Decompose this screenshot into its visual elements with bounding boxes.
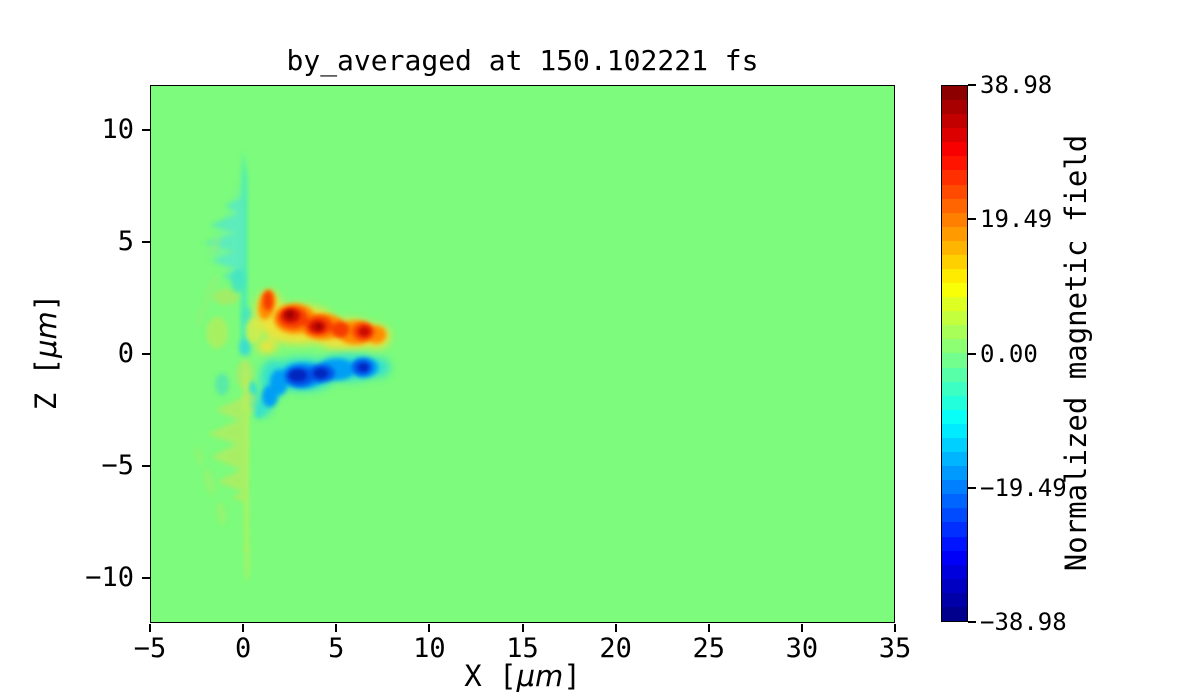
colorbar-band	[942, 170, 967, 185]
x-tick-label: 5	[328, 633, 345, 664]
colorbar-tick-label: −38.98	[980, 608, 1067, 636]
x-tick-mark	[242, 624, 245, 632]
colorbar-tick-label: 19.49	[980, 205, 1053, 234]
colorbar-band	[942, 198, 967, 213]
colorbar-band	[942, 437, 967, 453]
colorbar-band	[942, 283, 967, 298]
x-tick-label: 15	[506, 633, 539, 664]
x-tick-mark	[707, 624, 710, 632]
colorbar-band	[942, 325, 967, 340]
heatmap-svg	[194, 151, 391, 582]
x-tick-mark	[894, 624, 896, 632]
colorbar-band	[942, 212, 967, 227]
z-tick-mark	[142, 465, 150, 468]
colorbar-tick-mark	[968, 218, 976, 221]
x-tick-mark	[335, 624, 338, 632]
colorbar-band	[942, 128, 967, 143]
colorbar-band	[942, 254, 967, 270]
colorbar-tick-mark	[968, 621, 976, 623]
colorbar-band	[942, 184, 967, 199]
colorbar-band	[942, 240, 967, 255]
colorbar-label: Normalized magnetic field	[1059, 134, 1093, 572]
colorbar-band	[942, 339, 967, 354]
z-tick-label: −10	[85, 562, 134, 594]
plot-area	[150, 85, 895, 623]
colorbar-band	[942, 367, 967, 382]
x-axis-unit: μm	[516, 659, 564, 693]
colorbar-band	[942, 564, 967, 579]
colorbar-band	[942, 480, 967, 495]
colorbar-band	[942, 142, 967, 157]
colorbar-band	[942, 606, 967, 621]
colorbar-band	[942, 353, 967, 368]
x-tick-label: 20	[599, 633, 632, 664]
x-tick-label: −5	[133, 633, 167, 664]
colorbar-tick-mark	[968, 486, 976, 489]
z-tick-mark	[142, 353, 150, 355]
colorbar-band	[942, 494, 967, 509]
positive-lobe-shapes	[254, 290, 391, 354]
colorbar-tick-mark	[968, 352, 976, 355]
x-tick-label: 35	[878, 633, 912, 664]
colorbar-band	[942, 508, 967, 523]
colorbar-tick-label: −19.49	[980, 473, 1067, 502]
colorbar-band	[942, 592, 967, 607]
x-tick-mark	[800, 624, 803, 632]
x-tick-label: 10	[413, 633, 446, 664]
colorbar-band	[942, 100, 967, 115]
colorbar-band	[942, 226, 967, 241]
colorbar-tick-label: 0.00	[980, 339, 1038, 368]
colorbar-band	[942, 536, 967, 551]
colorbar-band	[942, 381, 967, 396]
z-tick-label: 10	[101, 113, 134, 145]
x-tick-label: 0	[234, 633, 252, 664]
x-tick-mark	[149, 624, 151, 632]
negative-lobe-shapes	[254, 353, 391, 417]
x-tick-label: 30	[785, 633, 819, 664]
colorbar-band	[942, 297, 967, 312]
colorbar-band	[942, 522, 967, 537]
colorbar	[941, 85, 968, 622]
colorbar-band	[942, 423, 967, 438]
z-tick-label: 0	[117, 338, 134, 369]
colorbar-tick-label: 38.98	[980, 71, 1053, 99]
colorbar-band	[942, 395, 967, 410]
colorbar-band	[942, 86, 967, 101]
x-tick-mark	[521, 624, 524, 632]
z-tick-label: −5	[101, 450, 134, 482]
colorbar-band	[942, 409, 967, 424]
z-tick-mark	[142, 577, 150, 580]
colorbar-band	[942, 156, 967, 171]
colorbar-band	[942, 114, 967, 129]
colorbar-band	[942, 452, 967, 467]
colorbar-tick-mark	[968, 84, 976, 86]
x-tick-mark	[614, 624, 617, 632]
colorbar-band	[942, 466, 967, 481]
x-tick-mark	[428, 624, 431, 632]
x-axis-label: X [μm]	[464, 659, 581, 693]
surface-plume-shapes	[194, 151, 264, 582]
plot-title: by_averaged at 150.102221 fs	[286, 44, 759, 77]
colorbar-band	[942, 550, 967, 565]
z-tick-label: 5	[117, 225, 134, 257]
colorbar-band	[942, 311, 967, 326]
colorbar-band	[942, 269, 967, 284]
z-tick-mark	[142, 240, 150, 243]
x-tick-label: 25	[692, 633, 725, 664]
z-tick-mark	[142, 128, 150, 131]
colorbar-band	[942, 578, 967, 593]
